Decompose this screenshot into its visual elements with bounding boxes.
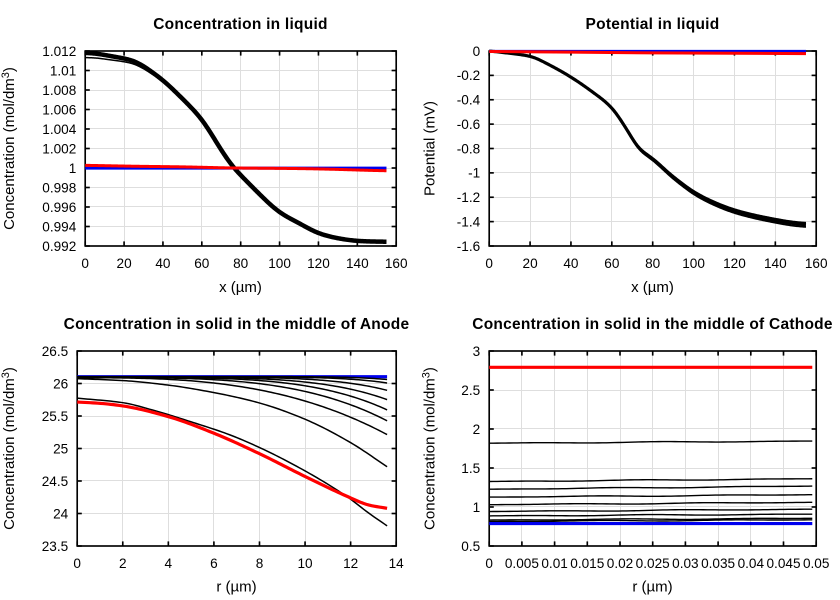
svg-text:0: 0 bbox=[485, 556, 493, 571]
svg-text:-0.4: -0.4 bbox=[457, 93, 481, 108]
svg-text:25.5: 25.5 bbox=[42, 409, 68, 424]
svg-text:1.006: 1.006 bbox=[42, 102, 76, 117]
svg-text:0.04: 0.04 bbox=[738, 556, 765, 571]
svg-text:120: 120 bbox=[307, 256, 330, 271]
svg-text:8: 8 bbox=[256, 556, 264, 571]
svg-text:4: 4 bbox=[165, 556, 173, 571]
svg-text:1.002: 1.002 bbox=[42, 141, 76, 156]
svg-text:Concentration in solid in the: Concentration in solid in the middle of … bbox=[64, 316, 410, 333]
svg-text:40: 40 bbox=[155, 256, 171, 271]
svg-text:3: 3 bbox=[473, 344, 481, 359]
svg-text:0.992: 0.992 bbox=[42, 239, 76, 254]
svg-text:-0.8: -0.8 bbox=[457, 141, 480, 156]
svg-text:160: 160 bbox=[385, 256, 408, 271]
svg-text:0.5: 0.5 bbox=[461, 539, 480, 554]
svg-text:-1.4: -1.4 bbox=[457, 214, 481, 229]
svg-text:1.5: 1.5 bbox=[461, 461, 480, 476]
svg-text:Concentration in liquid: Concentration in liquid bbox=[153, 16, 328, 33]
svg-text:-0.6: -0.6 bbox=[457, 117, 480, 132]
svg-text:1: 1 bbox=[69, 161, 77, 176]
svg-text:0.03: 0.03 bbox=[672, 556, 698, 571]
svg-text:r (µm): r (µm) bbox=[632, 579, 672, 596]
svg-text:Concentration (mol/dm3): Concentration (mol/dm3) bbox=[0, 67, 18, 230]
svg-text:Potential in liquid: Potential in liquid bbox=[586, 16, 720, 33]
svg-text:60: 60 bbox=[194, 256, 210, 271]
svg-text:0.005: 0.005 bbox=[505, 556, 539, 571]
svg-text:x (µm): x (µm) bbox=[631, 279, 674, 296]
svg-text:0: 0 bbox=[73, 556, 81, 571]
svg-text:14: 14 bbox=[389, 556, 405, 571]
svg-text:2: 2 bbox=[119, 556, 127, 571]
svg-text:Concentration in solid in the: Concentration in solid in the middle of … bbox=[472, 316, 833, 333]
svg-text:23.5: 23.5 bbox=[42, 539, 68, 554]
svg-text:0: 0 bbox=[81, 256, 89, 271]
svg-text:0.015: 0.015 bbox=[570, 556, 604, 571]
svg-text:0.01: 0.01 bbox=[541, 556, 567, 571]
svg-text:0.996: 0.996 bbox=[42, 200, 76, 215]
svg-text:25: 25 bbox=[53, 441, 68, 456]
svg-text:20: 20 bbox=[523, 256, 539, 271]
svg-text:40: 40 bbox=[563, 256, 579, 271]
svg-text:Concentration (mol/dm3): Concentration (mol/dm3) bbox=[0, 367, 18, 530]
svg-text:140: 140 bbox=[764, 256, 787, 271]
svg-text:1.01: 1.01 bbox=[50, 63, 76, 78]
svg-text:0.045: 0.045 bbox=[766, 556, 800, 571]
svg-text:2: 2 bbox=[473, 422, 481, 437]
svg-text:1.008: 1.008 bbox=[42, 83, 76, 98]
svg-text:0: 0 bbox=[485, 256, 493, 271]
svg-text:-0.2: -0.2 bbox=[457, 68, 480, 83]
svg-text:0: 0 bbox=[473, 44, 481, 59]
svg-text:Concentration (mol/dm3): Concentration (mol/dm3) bbox=[421, 367, 439, 530]
svg-text:1.004: 1.004 bbox=[42, 122, 76, 137]
svg-text:160: 160 bbox=[805, 256, 828, 271]
svg-text:1.012: 1.012 bbox=[42, 44, 76, 59]
svg-text:26: 26 bbox=[53, 376, 68, 391]
svg-text:-1.2: -1.2 bbox=[457, 190, 480, 205]
svg-text:1: 1 bbox=[473, 500, 481, 515]
svg-text:0.035: 0.035 bbox=[701, 556, 735, 571]
svg-text:r (µm): r (µm) bbox=[216, 579, 256, 596]
svg-text:80: 80 bbox=[233, 256, 249, 271]
svg-text:0.998: 0.998 bbox=[42, 180, 76, 195]
svg-text:0.025: 0.025 bbox=[636, 556, 670, 571]
svg-text:0.994: 0.994 bbox=[42, 219, 76, 234]
svg-text:60: 60 bbox=[604, 256, 620, 271]
svg-text:0.02: 0.02 bbox=[607, 556, 633, 571]
svg-text:Potential (mV): Potential (mV) bbox=[422, 101, 439, 196]
svg-text:120: 120 bbox=[723, 256, 746, 271]
svg-text:12: 12 bbox=[343, 556, 358, 571]
svg-text:-1.6: -1.6 bbox=[457, 239, 480, 254]
svg-text:20: 20 bbox=[117, 256, 133, 271]
svg-text:10: 10 bbox=[297, 556, 313, 571]
svg-text:24: 24 bbox=[53, 506, 69, 521]
svg-text:-1: -1 bbox=[468, 166, 480, 181]
svg-text:100: 100 bbox=[682, 256, 705, 271]
svg-text:100: 100 bbox=[268, 256, 291, 271]
svg-text:140: 140 bbox=[346, 256, 369, 271]
svg-text:0.05: 0.05 bbox=[803, 556, 829, 571]
svg-text:x (µm): x (µm) bbox=[219, 279, 262, 296]
svg-text:26.5: 26.5 bbox=[42, 344, 68, 359]
svg-text:80: 80 bbox=[645, 256, 661, 271]
svg-text:2.5: 2.5 bbox=[461, 383, 480, 398]
svg-text:6: 6 bbox=[210, 556, 218, 571]
svg-text:24.5: 24.5 bbox=[42, 474, 68, 489]
